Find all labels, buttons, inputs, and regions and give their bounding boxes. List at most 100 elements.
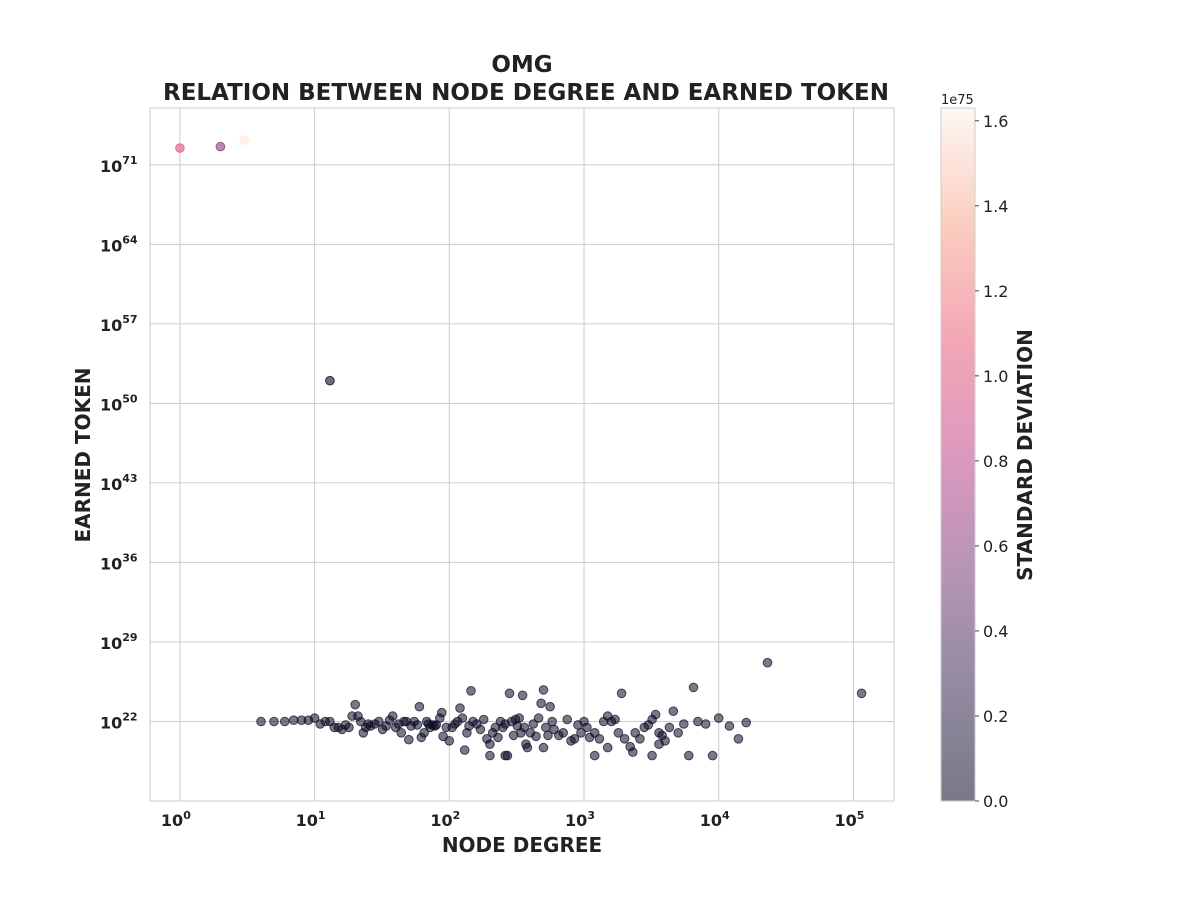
data-point [647,750,657,761]
data-point [688,682,699,693]
data-point [589,750,600,761]
data-point [724,721,735,731]
data-point [762,657,773,668]
data-point [668,706,679,717]
data-point [514,713,525,723]
data-point [741,717,752,728]
data-point [444,736,455,746]
y-axis-label: EARNED TOKEN [71,367,95,542]
colorbar-tick-label: 1.4 [983,197,1008,216]
y-tick-label: 1064 [100,233,138,255]
chart-title-line1: OMG [491,52,552,78]
data-point [478,714,489,725]
data-point [619,734,630,744]
data-point [576,728,586,738]
data-point [673,728,684,738]
data-point [414,701,425,712]
x-axis-ticks: 100 101 102 103 104 105 [161,809,864,830]
data-point [475,724,486,735]
data-point [654,739,664,750]
colorbar-tick-label: 0.6 [983,537,1008,556]
y-tick-label: 1050 [100,392,138,414]
data-point [404,734,414,745]
colorbar-gradient [941,108,975,801]
x-tick-label: 102 [430,809,460,830]
data-point [500,750,511,761]
data-point [664,722,675,733]
data-point [522,742,533,753]
data-point [610,714,620,725]
data-point [707,750,718,761]
colorbar-tick-label: 0.4 [983,622,1008,641]
data-point [684,750,694,761]
data-point [374,716,384,727]
data-point [635,734,645,744]
data-point [517,690,528,701]
data-point [457,713,468,723]
data-point [419,728,429,738]
x-tick-label: 103 [565,809,595,830]
data-point [856,688,867,699]
plot-grid [150,108,894,801]
y-tick-label: 1029 [100,631,138,653]
data-point [700,719,711,729]
y-axis-ticks: 1022 1029 1036 1043 1050 1057 1064 1071 [100,154,138,733]
colorbar-tick-label: 0.2 [983,707,1008,726]
data-point [650,709,661,720]
colorbar-tick-label: 1.6 [983,112,1008,131]
colorbar-label: STANDARD DEVIATION [1013,329,1037,581]
data-point [547,716,558,727]
data-point [733,734,744,744]
data-point [558,728,569,738]
data-point [613,728,624,738]
data-point [437,707,447,718]
data-point [536,698,546,709]
data-point [350,699,361,710]
colorbar-frame [940,107,976,802]
data-point [538,742,549,753]
data-point [594,734,605,744]
data-point [459,745,470,755]
highlighted-data-point [175,143,185,153]
data-point [309,713,320,723]
data-point [396,728,407,738]
data-point [466,686,476,696]
chart-title-line2: RELATION BETWEEN NODE DEGREE AND EARNED … [163,80,889,106]
y-tick-label: 1022 [100,710,138,732]
x-tick-label: 104 [700,809,730,830]
colorbar-tick-label: 0.8 [983,452,1008,471]
data-point [279,716,290,727]
highlighted-data-point [325,375,335,386]
y-tick-label: 1043 [100,472,138,494]
data-point [562,714,573,725]
data-point [713,713,724,723]
data-point [256,716,266,727]
data-point [412,720,423,730]
data-point [679,719,689,729]
data-point [693,716,703,727]
data-point [485,739,495,750]
plot-frame [149,107,895,802]
highlighted-data-point [215,141,226,152]
data-point [493,732,503,743]
data-point [543,730,553,741]
highlighted-data-point [239,135,249,145]
data-point [344,722,354,733]
data-point [504,688,515,699]
colorbar-ticks: 0.0 0.2 0.4 0.6 0.8 1.0 1.2 1.4 1.6 [975,112,1008,811]
data-point [545,701,555,712]
x-axis-label: NODE DEGREE [442,833,602,857]
data-point [387,711,398,721]
colorbar-tick-label: 1.2 [983,282,1008,301]
x-tick-label: 101 [296,809,326,830]
data-point [616,688,627,699]
data-point [519,722,530,733]
data-point [569,734,580,744]
data-points [175,135,867,761]
data-point [602,742,613,753]
y-tick-label: 1071 [100,154,138,176]
y-tick-label: 1057 [100,313,138,335]
data-point [533,713,544,723]
colorbar: 1e75 0.0 0.2 0.4 0.6 0.8 1.0 1.2 1.4 1.6 STANDAR… [940,93,1037,811]
